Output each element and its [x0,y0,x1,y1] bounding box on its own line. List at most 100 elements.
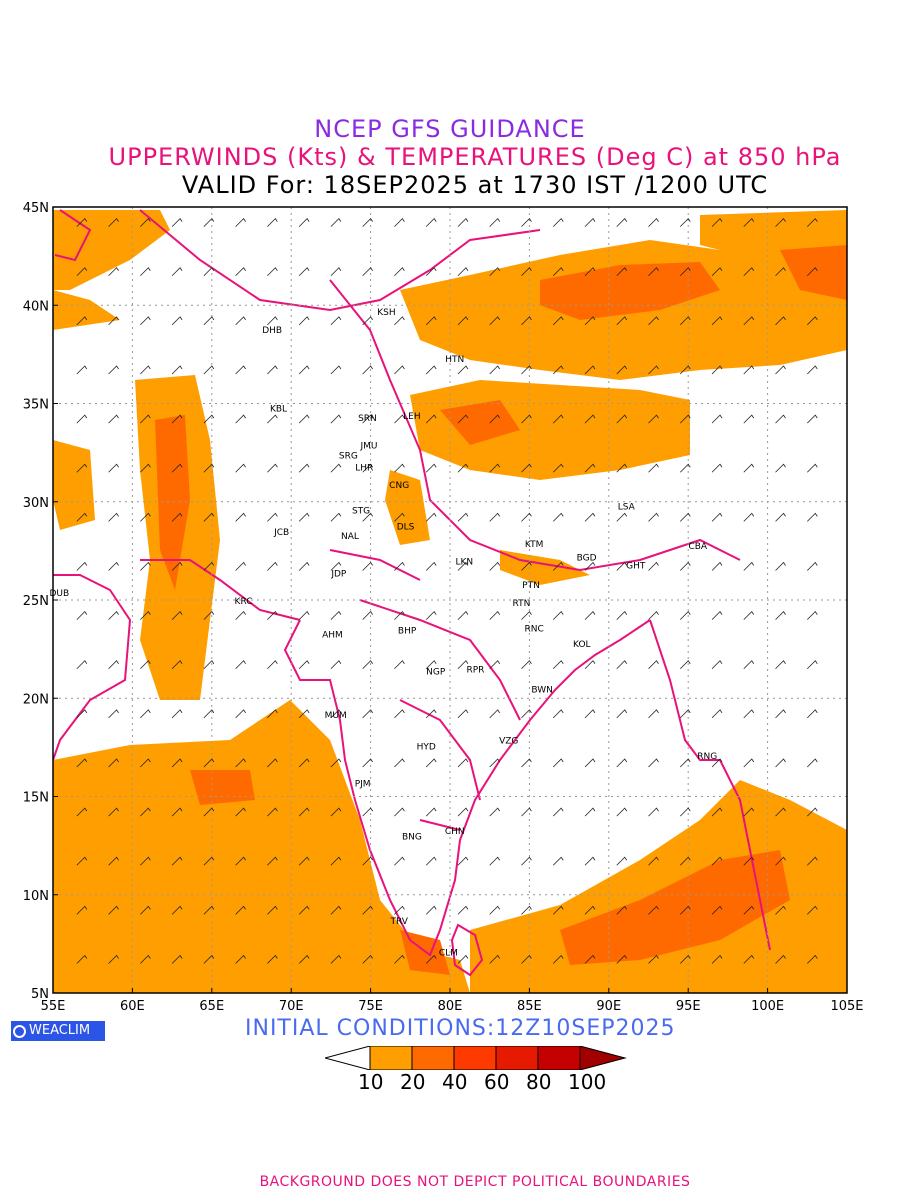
wind-barb [679,218,691,227]
y-tick-label: 5N [31,987,49,1002]
wind-barb [140,660,151,670]
wind-barb [616,709,628,719]
wind-barb [521,905,532,915]
wind-barb [330,709,342,719]
wind-barb [394,660,405,670]
station-label: MUM [325,711,347,721]
wind-barb [807,856,818,866]
wind-barb [267,267,278,277]
wind-barb [330,758,342,768]
station-label: DUB [50,589,70,599]
wind-barb [298,316,310,326]
wind-barb [711,758,723,768]
x-tick-label: 95E [676,999,701,1010]
wind-barb [807,365,818,375]
wind-barb [552,611,564,620]
wind-barb [298,512,310,522]
wind-barb [775,856,786,866]
wind-barb [362,316,373,326]
wind-barb [552,807,564,817]
wind-barb [648,365,659,375]
wind-band-nepal [500,550,590,585]
x-tick-label: 70E [279,999,304,1010]
wind-barb [743,463,755,473]
wind-barb [457,512,469,522]
x-tick-label: 65E [199,999,224,1010]
wind-barb [203,758,215,768]
wind-barb [171,561,183,571]
station-label: CNG [389,481,409,491]
station-label: LHR [355,463,373,473]
wind-barb [616,660,628,670]
wind-barb [489,856,501,866]
colorbar-label: 80 [526,1070,552,1094]
wind-barb [521,512,532,522]
wind-barb [807,905,818,915]
wind-barb [330,414,342,424]
wind-barb [298,218,310,227]
wind-barb [203,660,215,670]
wind-barb [76,561,88,571]
wind-barb [648,414,659,424]
wind-barb [584,611,596,620]
wind-barb [616,316,628,326]
colorbar-right-arrow [579,1046,627,1070]
wind-barb [711,905,723,915]
central-asia-border [139,209,541,312]
y-tick-label: 35N [23,398,49,413]
wind-barb [521,611,532,620]
wind-barb [140,512,151,522]
wind-barb [235,807,246,817]
wind-barb [425,267,437,277]
wind-barb [584,561,596,571]
wind-barb [425,611,437,620]
wind-barb [108,611,119,620]
wind-barb [76,758,88,768]
wind-barb [711,611,723,620]
wind-barb [203,316,215,326]
wind-barb [140,316,151,326]
wind-barb [775,561,786,571]
wind-barb [267,561,278,571]
wind-barb [171,611,183,620]
wind-speed-colorbar [325,1046,627,1070]
wind-barb [489,218,501,227]
wind-barb [679,316,691,326]
wind-barb [76,218,88,227]
wind-barb [457,218,469,227]
wind-barb [267,463,278,473]
wind-barb [679,954,691,964]
wind-barb [76,316,88,326]
weaclim-badge: WEACLIM [11,1021,105,1041]
wind-barb [616,414,628,424]
wind-barb [140,758,151,768]
station-label: VZG [499,736,518,746]
wind-barb [140,561,151,571]
wind-band-westleft [53,440,95,530]
wind-barb [362,905,373,915]
station-label: JDP [330,569,347,579]
x-tick-label: 90E [596,999,621,1010]
wind-barb [743,758,755,768]
wind-barb [330,512,342,522]
wind-barb [679,758,691,768]
wind-barb [362,267,373,277]
station-label: CBA [688,542,707,552]
wind-barb [203,267,215,277]
wind-barb [235,414,246,424]
wind-barb [521,414,532,424]
wind-barb [489,365,501,375]
wind-barb [457,758,469,768]
axis-ticks: 55E 60E 65E 70E 75E 80E 85E 90E 95E 100E 105E 45N 40… [23,201,864,1010]
station-label: SRG [339,452,358,462]
wind-barb [521,758,532,768]
wind-barb [330,807,342,817]
wind-barb [171,267,183,277]
temperature-values [76,218,818,964]
disclaimer: BACKGROUND DOES NOT DEPICT POLITICAL BOU… [259,1174,691,1190]
wind-barb [743,512,755,522]
wind-barb [76,905,88,915]
colorbar-segment [369,1046,413,1070]
wind-barb [552,954,564,964]
